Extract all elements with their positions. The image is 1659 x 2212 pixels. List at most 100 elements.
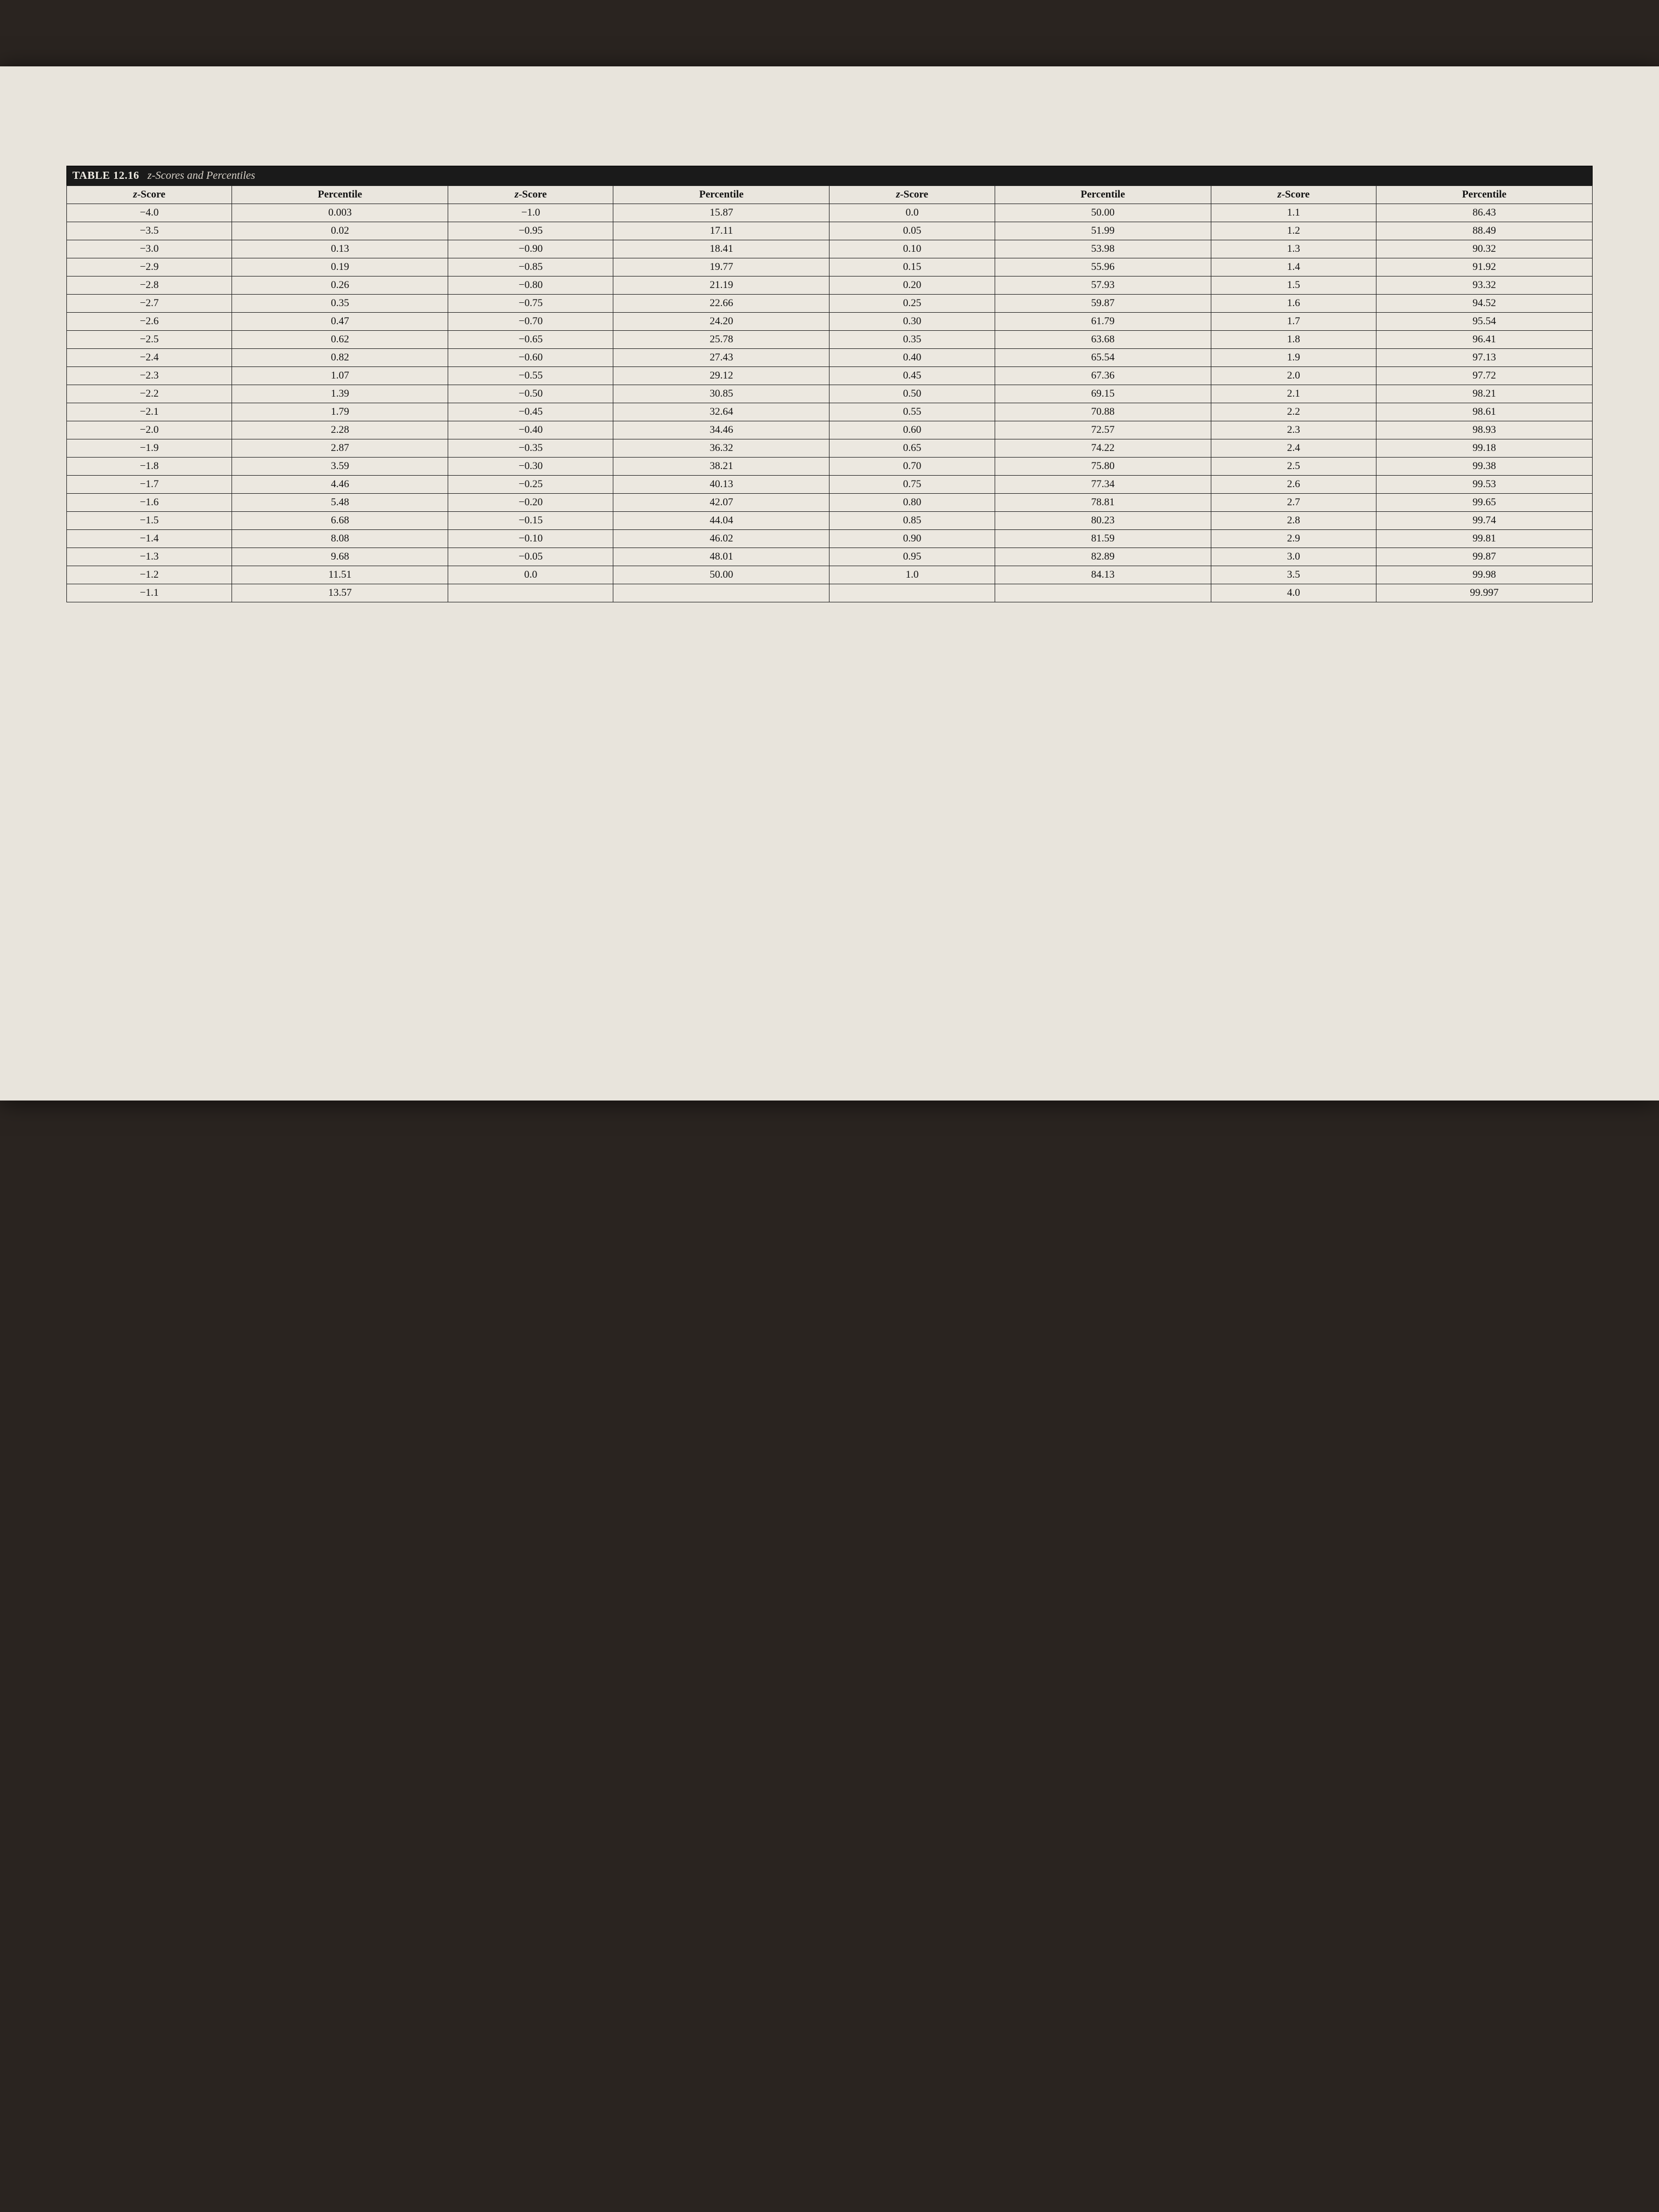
table-cell: 0.90 <box>830 530 995 548</box>
table-row: −2.02.28−0.4034.460.6072.572.398.93 <box>66 421 1592 439</box>
table-cell: 1.7 <box>1211 313 1376 331</box>
table-cell: 99.997 <box>1376 584 1592 602</box>
table-cell: 0.20 <box>830 276 995 295</box>
table-cell: 0.30 <box>830 313 995 331</box>
table-cell: 0.85 <box>830 512 995 530</box>
table-cell: 70.88 <box>995 403 1211 421</box>
table-row: −1.113.574.099.997 <box>66 584 1592 602</box>
table-row: −2.21.39−0.5030.850.5069.152.198.21 <box>66 385 1592 403</box>
col-header-p2: Percentile <box>613 186 830 204</box>
table-cell: 1.1 <box>1211 204 1376 222</box>
table-cell: 86.43 <box>1376 204 1592 222</box>
col-header-p1: Percentile <box>232 186 448 204</box>
table-cell: −0.60 <box>448 349 613 367</box>
table-cell: 2.6 <box>1211 476 1376 494</box>
table-cell: −0.55 <box>448 367 613 385</box>
table-cell: 19.77 <box>613 258 830 276</box>
table-cell: 61.79 <box>995 313 1211 331</box>
col-header-z4: z-Score <box>1211 186 1376 204</box>
table-cell: 0.13 <box>232 240 448 258</box>
table-cell: 98.61 <box>1376 403 1592 421</box>
table-cell: 63.68 <box>995 331 1211 349</box>
table-cell: 0.50 <box>830 385 995 403</box>
table-cell: 59.87 <box>995 295 1211 313</box>
table-cell: 30.85 <box>613 385 830 403</box>
table-cell: −4.0 <box>66 204 232 222</box>
table-cell: −1.6 <box>66 494 232 512</box>
col-header-p3: Percentile <box>995 186 1211 204</box>
table-cell: 8.08 <box>232 530 448 548</box>
table-cell: 99.53 <box>1376 476 1592 494</box>
table-cell: −0.25 <box>448 476 613 494</box>
table-row: −1.211.510.050.001.084.133.599.98 <box>66 566 1592 584</box>
table-cell: 0.35 <box>232 295 448 313</box>
table-cell: 69.15 <box>995 385 1211 403</box>
table-cell: 0.25 <box>830 295 995 313</box>
table-cell: −0.35 <box>448 439 613 458</box>
table-cell: 0.10 <box>830 240 995 258</box>
table-cell: 50.00 <box>613 566 830 584</box>
table-cell: −0.85 <box>448 258 613 276</box>
table-cell: 6.68 <box>232 512 448 530</box>
table-cell <box>830 584 995 602</box>
table-cell: −1.2 <box>66 566 232 584</box>
table-cell: −0.95 <box>448 222 613 240</box>
table-row: −1.48.08−0.1046.020.9081.592.999.81 <box>66 530 1592 548</box>
table-cell: −2.3 <box>66 367 232 385</box>
table-cell: −0.40 <box>448 421 613 439</box>
table-cell: 97.72 <box>1376 367 1592 385</box>
table-row: −3.50.02−0.9517.110.0551.991.288.49 <box>66 222 1592 240</box>
table-cell: −1.7 <box>66 476 232 494</box>
table-cell: 0.0 <box>448 566 613 584</box>
table-cell: 95.54 <box>1376 313 1592 331</box>
table-cell: 2.9 <box>1211 530 1376 548</box>
table-cell: 17.11 <box>613 222 830 240</box>
table-cell: −1.4 <box>66 530 232 548</box>
table-cell: 2.1 <box>1211 385 1376 403</box>
table-cell <box>995 584 1211 602</box>
table-description: z-Scores and Percentiles <box>148 170 255 182</box>
table-cell: 2.87 <box>232 439 448 458</box>
table-cell: 1.6 <box>1211 295 1376 313</box>
table-cell: 99.87 <box>1376 548 1592 566</box>
table-cell: −0.75 <box>448 295 613 313</box>
table-number: TABLE 12.16 <box>72 170 139 182</box>
table-cell: 2.28 <box>232 421 448 439</box>
table-cell: 3.59 <box>232 458 448 476</box>
table-cell: 21.19 <box>613 276 830 295</box>
table-cell: 5.48 <box>232 494 448 512</box>
table-cell: 65.54 <box>995 349 1211 367</box>
table-cell: 72.57 <box>995 421 1211 439</box>
table-cell: 0.05 <box>830 222 995 240</box>
col-header-z3: z-Score <box>830 186 995 204</box>
table-row: −2.31.07−0.5529.120.4567.362.097.72 <box>66 367 1592 385</box>
table-cell: 3.0 <box>1211 548 1376 566</box>
table-cell: 1.39 <box>232 385 448 403</box>
table-cell: 50.00 <box>995 204 1211 222</box>
table-cell: 78.81 <box>995 494 1211 512</box>
table-cell: −2.8 <box>66 276 232 295</box>
table-cell: 0.62 <box>232 331 448 349</box>
table-cell: 0.26 <box>232 276 448 295</box>
table-cell: 32.64 <box>613 403 830 421</box>
table-cell: 1.2 <box>1211 222 1376 240</box>
table-cell: −2.5 <box>66 331 232 349</box>
table-cell: 18.41 <box>613 240 830 258</box>
table-cell: 93.32 <box>1376 276 1592 295</box>
table-cell: 1.0 <box>830 566 995 584</box>
table-cell: 34.46 <box>613 421 830 439</box>
table-cell: 0.70 <box>830 458 995 476</box>
table-cell: 91.92 <box>1376 258 1592 276</box>
table-cell: 13.57 <box>232 584 448 602</box>
table-cell: 0.75 <box>830 476 995 494</box>
table-cell: 11.51 <box>232 566 448 584</box>
table-cell: −0.20 <box>448 494 613 512</box>
table-cell: 2.3 <box>1211 421 1376 439</box>
table-cell: 99.38 <box>1376 458 1592 476</box>
table-cell: 57.93 <box>995 276 1211 295</box>
table-cell: 0.80 <box>830 494 995 512</box>
table-cell: 1.07 <box>232 367 448 385</box>
table-cell: 84.13 <box>995 566 1211 584</box>
table-cell: −0.15 <box>448 512 613 530</box>
table-cell: −0.90 <box>448 240 613 258</box>
